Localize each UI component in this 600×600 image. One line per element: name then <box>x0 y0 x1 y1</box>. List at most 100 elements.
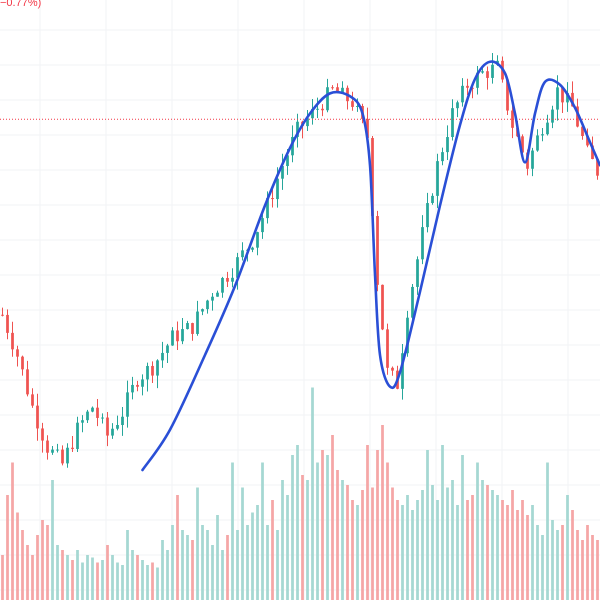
candle-body <box>141 379 144 387</box>
volume-bar <box>261 462 264 600</box>
volume-bar <box>596 540 599 600</box>
annotation-curve <box>141 60 600 472</box>
candle-body <box>241 250 244 258</box>
candle-body <box>146 365 149 380</box>
volume-bar <box>141 560 144 600</box>
volume-bar <box>131 550 134 600</box>
volume-bar <box>201 525 204 600</box>
candle-body <box>391 367 394 371</box>
candle-body <box>131 384 134 393</box>
volume-bar <box>226 535 229 600</box>
candle-body <box>461 85 464 103</box>
candle-body <box>186 323 189 330</box>
candle-body <box>136 384 139 387</box>
candle-body <box>91 407 94 412</box>
candle-body <box>531 150 534 169</box>
candle-body <box>6 314 9 333</box>
volume-bar <box>441 445 444 600</box>
candle-body <box>546 122 549 135</box>
candle-body <box>126 392 129 417</box>
volume-bar <box>501 500 504 600</box>
volume-bar <box>231 462 234 600</box>
candle-body <box>156 360 159 376</box>
volume-bar <box>61 550 64 600</box>
volume-bar <box>361 490 364 600</box>
candle-body <box>376 216 379 285</box>
volume-bar <box>181 530 184 600</box>
volume-bar <box>556 530 559 600</box>
volume-bar <box>291 455 294 600</box>
volume-bar <box>316 462 319 600</box>
volume-bar <box>51 480 54 600</box>
volume-bar <box>241 487 244 600</box>
volume-bar <box>236 530 239 600</box>
volume-bar <box>576 530 579 600</box>
volume-bar <box>451 480 454 600</box>
volume-bar <box>1 555 4 600</box>
volume-bar <box>356 505 359 600</box>
volume-bar <box>166 550 169 600</box>
volume-bar <box>111 555 114 600</box>
volume-bar <box>586 525 589 600</box>
candle-body <box>401 353 404 389</box>
volume-bar <box>191 540 194 600</box>
volume-bar <box>86 555 89 600</box>
candle-body <box>551 109 554 123</box>
volume-bar <box>486 485 489 600</box>
candle-body <box>521 136 524 153</box>
candle-body <box>271 198 274 200</box>
candle-body <box>421 227 424 260</box>
candle-body <box>221 277 224 293</box>
candle-body <box>296 121 299 137</box>
change-percent-label: −0.77%) <box>0 0 42 9</box>
volume-bar <box>581 540 584 600</box>
volume-bar <box>286 495 289 600</box>
candle-body <box>431 195 434 204</box>
volume-bar <box>306 480 309 600</box>
volume-bar <box>276 530 279 600</box>
candle-body <box>331 87 334 89</box>
volume-bar <box>26 545 29 600</box>
candle-body <box>191 323 194 334</box>
candle-body <box>571 92 574 107</box>
candle-body <box>196 311 199 334</box>
volume-bar <box>36 535 39 600</box>
volume-bar <box>216 515 219 600</box>
candle-body <box>211 296 214 301</box>
volume-bar <box>526 515 529 600</box>
volume-bar <box>381 425 384 600</box>
volume-bar <box>321 450 324 600</box>
volume-bar <box>11 462 14 600</box>
candle-body <box>236 257 239 278</box>
volume-bar <box>591 535 594 600</box>
candle-body <box>586 136 589 146</box>
candle-body <box>411 286 414 318</box>
candle-body <box>351 101 354 107</box>
candle-body <box>266 198 269 219</box>
candle-body <box>171 330 174 346</box>
volume-bar <box>456 505 459 600</box>
volume-bar <box>16 512 19 600</box>
volume-bar <box>351 500 354 600</box>
candle-body <box>96 407 99 418</box>
candle-body <box>216 292 219 297</box>
volume-bar <box>56 545 59 600</box>
volume-bar <box>426 450 429 600</box>
candle-body <box>71 447 74 449</box>
candle-body <box>371 138 374 217</box>
volume-bar <box>31 555 34 600</box>
candle-body <box>591 145 594 160</box>
volume-bar <box>476 462 479 600</box>
volume-bar <box>21 530 24 600</box>
volume-bar <box>461 455 464 600</box>
volume-bar <box>121 565 124 600</box>
candle-body <box>311 108 314 119</box>
volume-bar <box>266 525 269 600</box>
volume-bar <box>466 500 469 600</box>
volume-bar <box>46 525 49 600</box>
candle-body <box>491 64 494 78</box>
candle-body <box>276 178 279 200</box>
volume-bar <box>251 512 254 600</box>
volume-bar <box>206 530 209 600</box>
